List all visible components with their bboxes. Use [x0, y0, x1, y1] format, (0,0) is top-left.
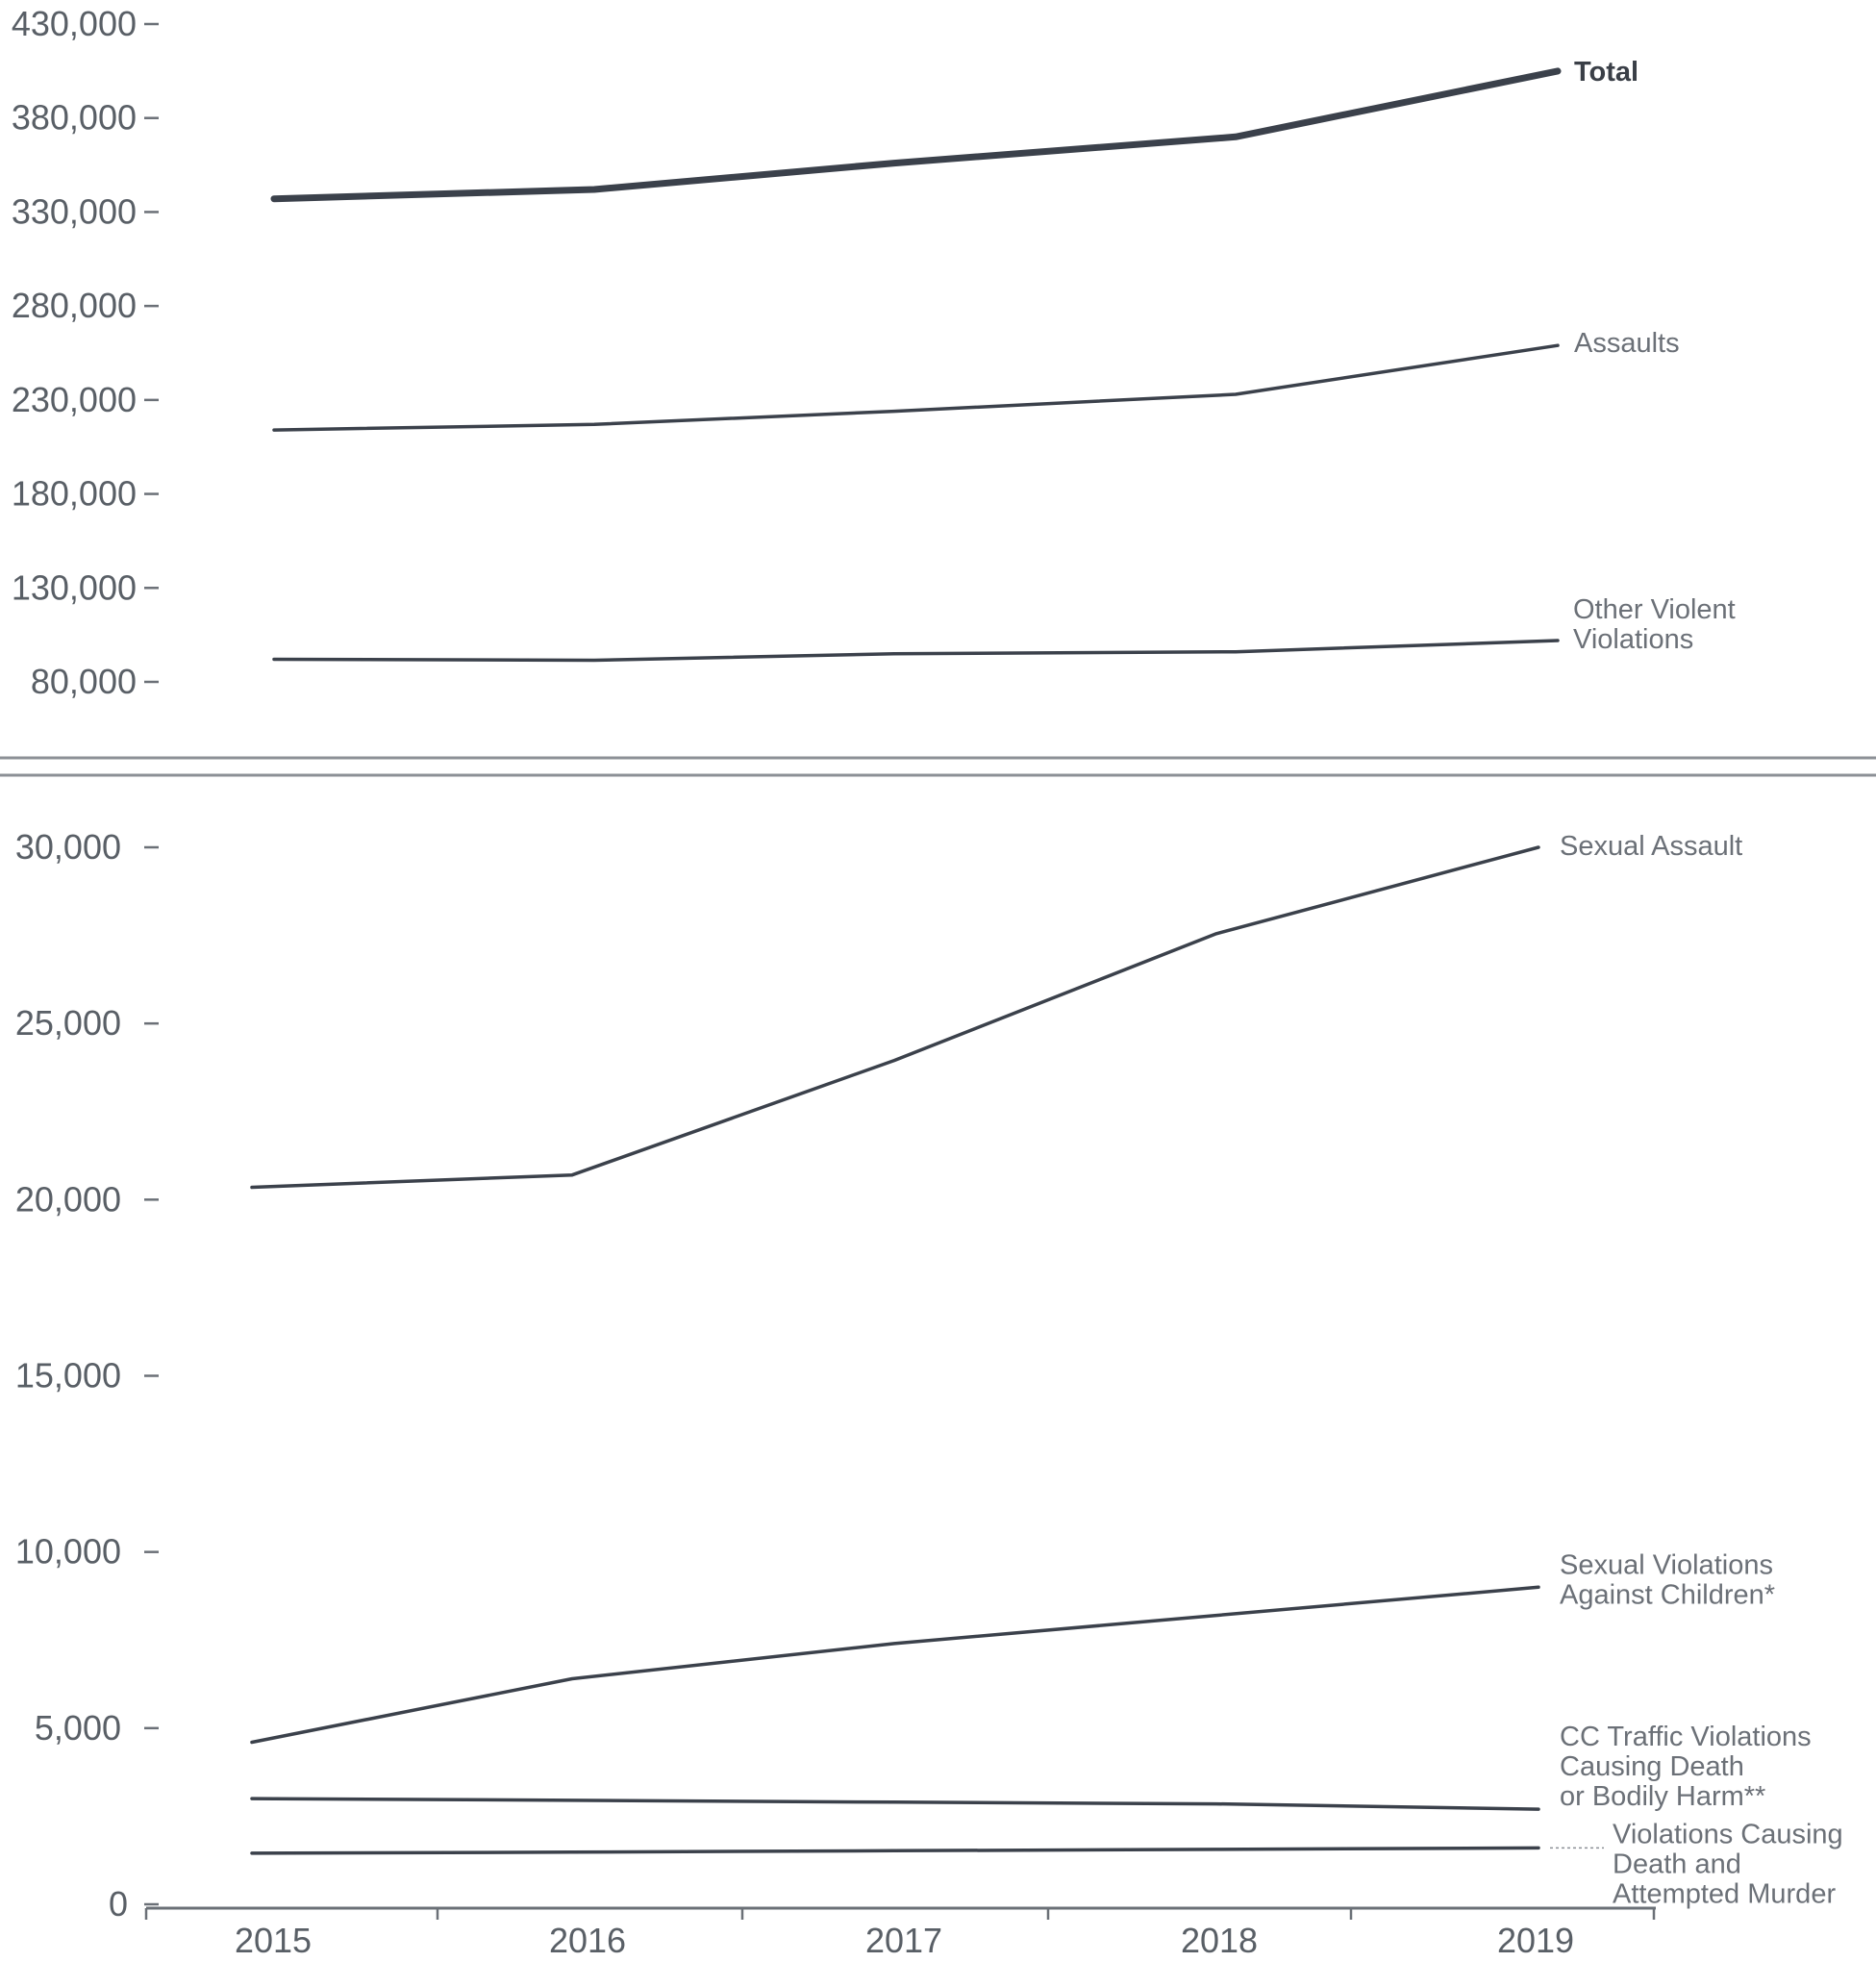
x-tick-label: 2016: [549, 1921, 626, 1960]
series-line-cc-traffic-violations-causing-death-or-bodily-harm: [250, 1797, 1540, 1811]
series-label-line: or Bodily Harm**: [1560, 1781, 1765, 1812]
series-line-sexual-assault: [250, 845, 1540, 1190]
bottom-y-tick-label: 25,000: [15, 1003, 121, 1043]
x-tick-label: 2017: [865, 1921, 942, 1960]
series-label-line: Against Children*: [1560, 1579, 1775, 1610]
series-label-line: Assaults: [1574, 328, 1680, 359]
series-label-line: Other Violent: [1573, 594, 1736, 625]
x-tick-label: 2019: [1497, 1921, 1574, 1960]
series-label-line: Violations: [1573, 624, 1693, 655]
series-label-total: Total: [1574, 57, 1638, 88]
top-y-tick-label: 80,000: [31, 662, 137, 701]
series-label-line: Death and: [1613, 1849, 1741, 1879]
series-label-cc-traffic-violations-causing-death-or-bodily-harm: CC Traffic Violations Causing Death or Bod…: [1560, 1722, 1812, 1812]
series-label-line: Causing Death: [1560, 1751, 1744, 1782]
series-label-sexual-violations-against-children: Sexual Violations Against Children*: [1560, 1549, 1775, 1610]
top-y-tick-label: 330,000: [12, 191, 137, 231]
series-label-violations-causing-death-and-attempted-murder: Violations Causing Death and Attempted Mur…: [1613, 1819, 1843, 1909]
bottom-y-tick-label: 20,000: [15, 1179, 121, 1219]
series-label-other-violent-violations: Other Violent Violations: [1573, 594, 1736, 655]
series-label-sexual-assault: Sexual Assault: [1560, 831, 1742, 862]
x-axis: 2015 2016 2017 2018 2019: [144, 1906, 1656, 1960]
bottom-y-tick-label: 10,000: [15, 1532, 121, 1572]
bottom-panel: 30,000 25,000 20,000 15,000 10,000 5,000 0 Sexu…: [15, 827, 1843, 1924]
series-label-line: Sexual Assault: [1560, 831, 1742, 862]
series-label-line: Violations Causing: [1613, 1819, 1843, 1849]
x-tick-label: 2015: [235, 1921, 312, 1960]
top-y-tick-label: 230,000: [12, 380, 137, 419]
series-label-line: CC Traffic Violations: [1560, 1722, 1812, 1752]
series-label-line: Attempted Murder: [1613, 1878, 1836, 1909]
top-y-tick-label: 130,000: [12, 567, 137, 607]
top-y-tick-label: 280,000: [12, 286, 137, 325]
series-label-line: Sexual Violations: [1560, 1549, 1773, 1580]
series-line-other-violent-violations: [272, 639, 1560, 663]
top-y-tick-label: 180,000: [12, 474, 137, 514]
x-tick-label: 2018: [1181, 1921, 1258, 1960]
bottom-y-tick-label: 15,000: [15, 1356, 121, 1396]
top-panel: 430,000 380,000 330,000 280,000 230,000 180,0…: [12, 4, 1736, 701]
series-label-assaults: Assaults: [1574, 328, 1680, 359]
series-line-assaults: [272, 343, 1560, 432]
series-line-sexual-violations-against-children: [250, 1585, 1540, 1745]
top-y-tick-label: 380,000: [12, 98, 137, 138]
bottom-y-tick-label: 30,000: [15, 827, 121, 867]
bottom-y-tick-label: 0: [109, 1884, 128, 1924]
bottom-y-tick-label: 5,000: [35, 1708, 121, 1748]
series-line-violations-causing-death-and-attempted-murder: [250, 1846, 1540, 1855]
series-label-line: Total: [1574, 57, 1638, 88]
top-y-tick-label: 430,000: [12, 4, 137, 43]
series-line-total: [270, 67, 1562, 203]
